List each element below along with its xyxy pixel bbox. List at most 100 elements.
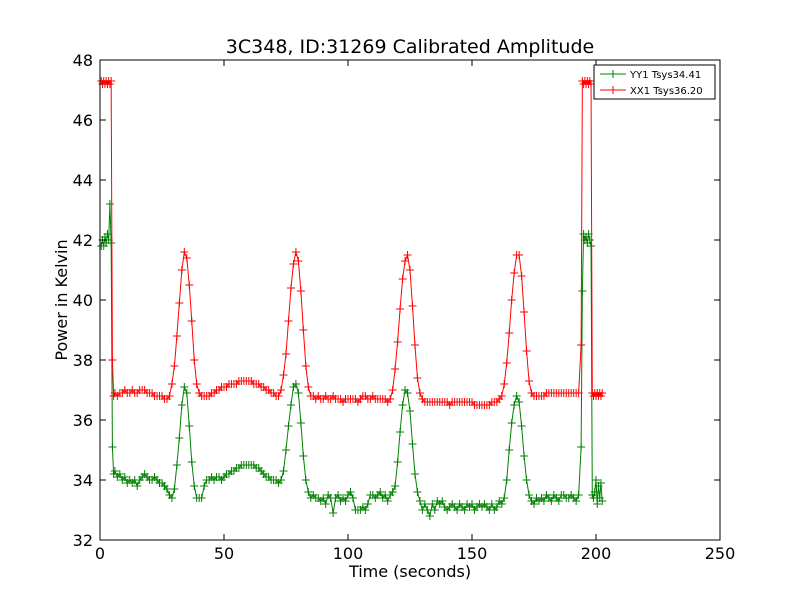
data-point (420, 500, 429, 508)
data-point (182, 389, 191, 397)
data-point (175, 299, 184, 307)
data-point (282, 350, 290, 358)
data-point (391, 482, 400, 490)
legend-marker (609, 86, 617, 94)
data-point (304, 488, 313, 496)
data-point (170, 362, 179, 370)
data-point (398, 275, 407, 283)
y-tick-label: 46 (73, 111, 93, 130)
y-axis-label: Power in Kelvin (52, 239, 71, 360)
data-point (507, 296, 516, 304)
data-point (321, 500, 330, 508)
data-point (413, 488, 422, 496)
data-point (286, 284, 295, 292)
data-point (301, 362, 310, 370)
x-tick-label: 100 (333, 544, 364, 563)
data-point (520, 452, 529, 460)
data-point (120, 473, 129, 481)
data-point (301, 476, 310, 484)
x-axis-label: Time (seconds) (348, 562, 471, 581)
data-point (512, 392, 521, 400)
data-point (107, 239, 116, 247)
data-point (530, 500, 538, 508)
data-point (329, 509, 338, 517)
data-point (592, 476, 600, 484)
data-point (296, 419, 305, 427)
data-point (547, 497, 556, 505)
data-point (386, 395, 395, 403)
data-point (505, 329, 514, 337)
x-tick-label: 250 (705, 544, 736, 563)
data-point (517, 272, 526, 280)
data-point (574, 389, 583, 397)
data-point (525, 491, 534, 499)
data-point (487, 500, 496, 508)
data-point (577, 443, 586, 451)
data-point (425, 512, 434, 520)
data-point (175, 434, 184, 442)
data-point (291, 248, 300, 256)
data-point (319, 494, 328, 502)
data-point (286, 401, 295, 409)
data-point (403, 251, 412, 259)
data-point (430, 506, 439, 514)
data-point (593, 500, 602, 508)
data-point (341, 497, 350, 505)
data-point (190, 482, 199, 490)
data-point (408, 302, 417, 310)
data-point (187, 317, 196, 325)
data-point (334, 491, 343, 499)
data-point (522, 347, 531, 355)
data-point (167, 380, 176, 388)
data-point (460, 506, 469, 514)
data-point (289, 260, 298, 268)
data-point (500, 380, 509, 388)
data-point (410, 470, 419, 478)
data-point (172, 332, 181, 340)
data-point (393, 458, 402, 466)
y-tick-label: 32 (73, 531, 93, 550)
data-point (274, 392, 283, 400)
data-point (388, 488, 397, 496)
data-point (539, 497, 548, 505)
data-point (517, 422, 526, 430)
data-point (453, 506, 462, 514)
legend-marker (609, 70, 617, 78)
data-point (578, 287, 587, 295)
data-point (277, 476, 286, 484)
data-point (585, 236, 594, 244)
data-point (438, 497, 447, 505)
legend-label: XX1 Tsys36.20 (630, 86, 703, 97)
data-point (554, 497, 563, 505)
series-1 (97, 200, 607, 520)
data-point (398, 401, 407, 409)
x-tick-label: 50 (214, 544, 234, 563)
legend-box (593, 64, 716, 100)
data-point (167, 494, 176, 502)
data-point (170, 485, 179, 493)
data-point (133, 482, 142, 490)
data-point (393, 338, 402, 346)
data-point (396, 305, 405, 313)
data-point (500, 494, 509, 502)
chart-title: 3C348, ID:31269 Calibrated Amplitude (226, 36, 594, 58)
series-2 (97, 77, 607, 409)
data-point (391, 365, 400, 373)
data-point (296, 287, 305, 295)
y-tick-label: 44 (73, 171, 93, 190)
x-tick-label: 0 (95, 544, 105, 563)
legend-label: YY1 Tsys34.41 (629, 70, 701, 81)
data-point (294, 389, 303, 397)
data-point (180, 248, 189, 256)
data-point (572, 497, 581, 505)
data-point (277, 386, 286, 394)
y-tick-label: 42 (73, 231, 93, 250)
data-point (348, 494, 357, 502)
data-point (406, 407, 414, 415)
data-point (406, 266, 414, 274)
data-point (497, 392, 506, 400)
data-point (279, 467, 288, 475)
